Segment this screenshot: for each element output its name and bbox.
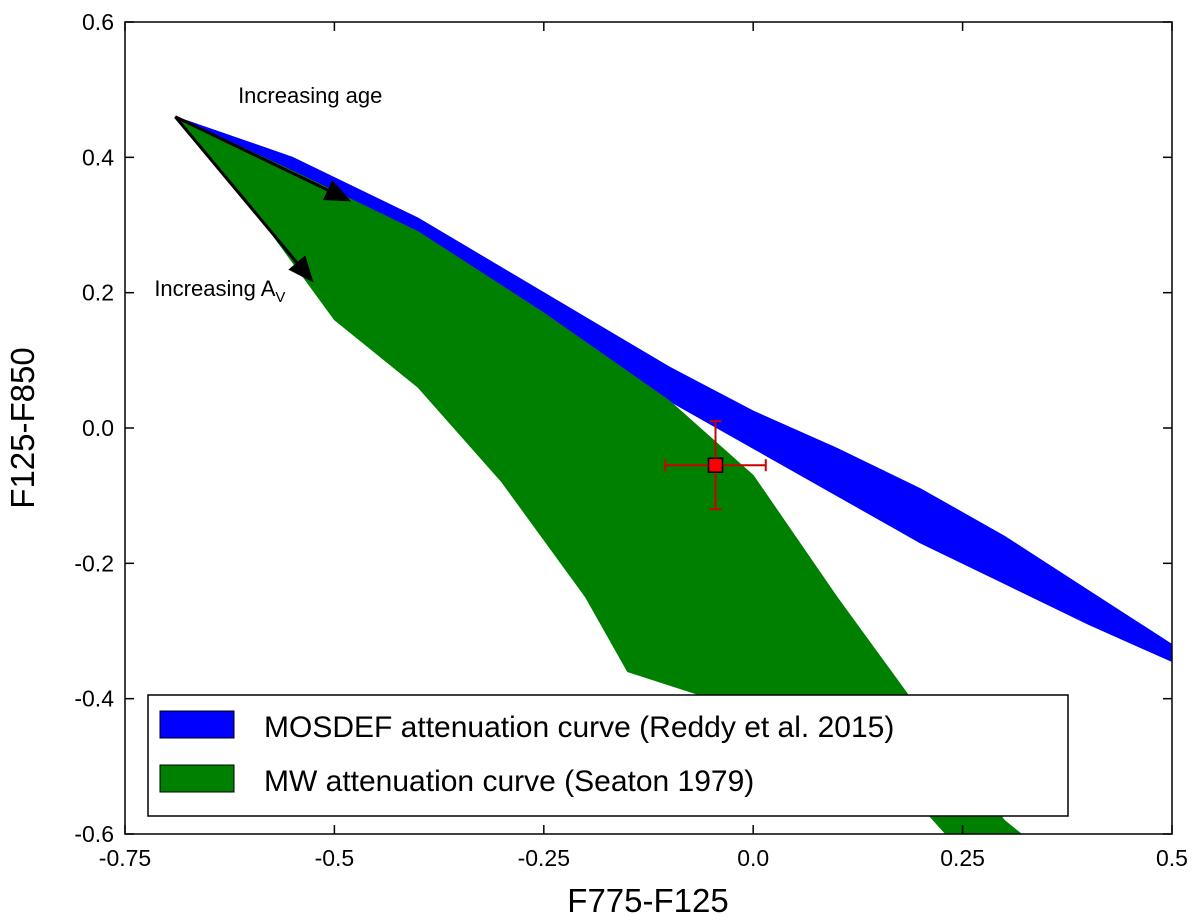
y-tick-label: 0.4 (82, 144, 114, 170)
x-tick-label: 0.0 (737, 845, 769, 871)
arrow-age-head (322, 180, 352, 202)
legend-label-mosdef: MOSDEF attenuation curve (Reddy et al. 2… (264, 711, 894, 744)
y-tick-label: 0.0 (82, 415, 114, 441)
arrow-av-head (288, 255, 314, 283)
y-tick-label: -0.6 (74, 821, 114, 847)
data-point-layer (664, 420, 767, 511)
annotations: Increasing age Increasing AV (154, 83, 382, 306)
legend-label-mw: MW attenuation curve (Seaton 1979) (264, 765, 754, 798)
arrow-age-shaft (174, 115, 329, 192)
x-axis-title: F775-F125 (567, 882, 728, 919)
legend-box (147, 694, 1069, 817)
x-tick-label: 0.5 (1156, 845, 1188, 871)
x-tick-label: -0.25 (518, 845, 570, 871)
annotation-av: Increasing AV (154, 276, 285, 306)
y-tick-label: 0.6 (82, 9, 114, 35)
legend-swatch-mw (159, 764, 235, 793)
data-point (707, 457, 724, 473)
legend: MOSDEF attenuation curve (Reddy et al. 2… (147, 694, 1069, 817)
y-axis-title: F125-F850 (4, 347, 41, 508)
x-tick-label: -0.75 (99, 845, 151, 871)
x-tick-label: -0.5 (315, 845, 355, 871)
y-tick-label: 0.2 (82, 280, 114, 306)
annotation-age: Increasing age (238, 83, 382, 108)
y-tick-label: -0.4 (74, 686, 114, 712)
x-tick-label: 0.25 (940, 845, 985, 871)
arrow-av-shaft (174, 115, 298, 264)
axis-ticks: -0.75 -0.5 -0.25 0.0 0.25 0.5 -0.6 -0.4 -0.2 0.0 0… (74, 9, 1188, 871)
legend-swatch-mosdef (159, 710, 235, 739)
y-tick-label: -0.2 (74, 550, 114, 576)
